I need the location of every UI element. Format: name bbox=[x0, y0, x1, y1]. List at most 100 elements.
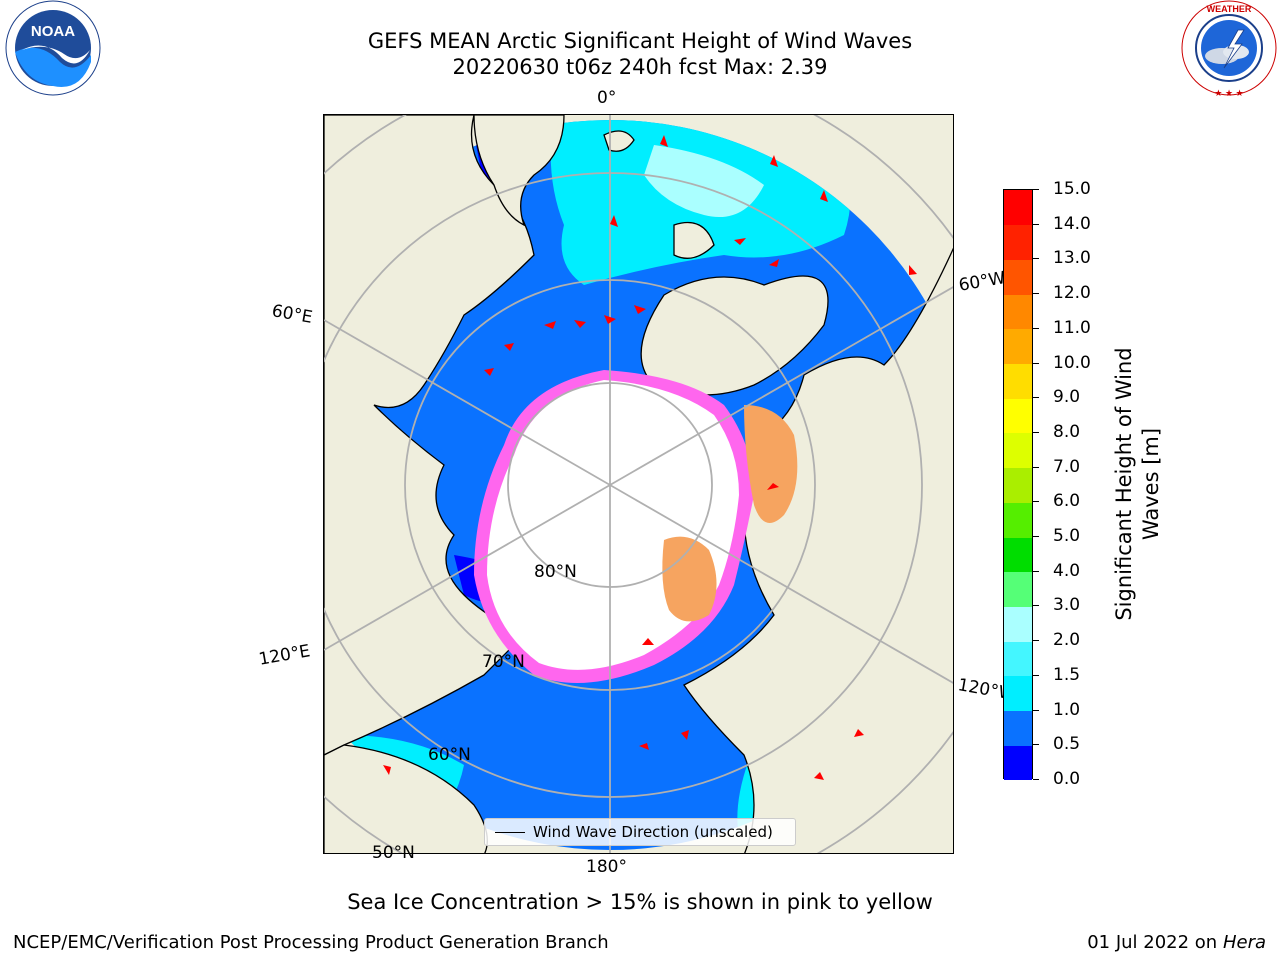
colorbar-tick-label: 7.0 bbox=[1053, 456, 1081, 477]
colorbar-tick-mark bbox=[1033, 327, 1039, 329]
label-meridian-0: 0° bbox=[597, 88, 617, 108]
direction-arrow bbox=[383, 765, 391, 775]
land-iceland bbox=[603, 130, 635, 152]
colorbar-title-line1: Significant Height of Wind bbox=[1112, 347, 1136, 621]
direction-arrow bbox=[681, 730, 689, 740]
colorbar-tick-mark bbox=[1033, 501, 1039, 503]
plot-title: GEFS MEAN Arctic Significant Height of W… bbox=[367, 29, 913, 53]
footer-date-text: 01 Jul 2022 on bbox=[1087, 932, 1223, 953]
colorbar-tick-mark bbox=[1033, 397, 1039, 399]
colorbar-segment bbox=[1004, 190, 1032, 226]
colorbar-tick-mark bbox=[1033, 431, 1039, 433]
colorbar-segment bbox=[1004, 432, 1032, 469]
noaa-logo-icon: NOAA bbox=[5, 0, 101, 96]
colorbar-tick-label: 15.0 bbox=[1053, 179, 1091, 199]
label-parallel-70n: 70°N bbox=[482, 652, 525, 672]
colorbar-tick-mark bbox=[1033, 258, 1039, 260]
direction-arrow bbox=[544, 321, 556, 329]
footer-credit: NCEP/EMC/Verification Post Processing Pr… bbox=[13, 932, 609, 953]
colorbar-tick-mark bbox=[1033, 570, 1039, 572]
colorbar-tick-label: 5.0 bbox=[1053, 526, 1081, 547]
direction-arrow bbox=[610, 215, 618, 227]
direction-arrow bbox=[639, 743, 649, 750]
colorbar-tick-label: 6.0 bbox=[1053, 491, 1081, 512]
footer-date: 01 Jul 2022 on Hera bbox=[1087, 932, 1266, 953]
direction-arrow bbox=[642, 638, 654, 645]
direction-arrow bbox=[909, 265, 917, 275]
direction-arrow bbox=[660, 135, 668, 147]
meridian-60w-120e bbox=[324, 286, 953, 651]
land-svalbard bbox=[673, 221, 715, 259]
colorbar-tick-label: 2.0 bbox=[1053, 630, 1081, 651]
direction-arrow bbox=[574, 320, 586, 328]
noaa-logo-text: NOAA bbox=[31, 23, 75, 40]
direction-arrow bbox=[854, 729, 864, 737]
colorbar-tick-mark bbox=[1033, 640, 1039, 642]
ice-high-conc-orange-archipelago bbox=[744, 405, 798, 523]
colorbar-title-line2: Waves [m] bbox=[1139, 427, 1163, 541]
colorbar-segment bbox=[1004, 294, 1032, 330]
colorbar-tick-mark bbox=[1033, 536, 1039, 538]
legend-label: Wind Wave Direction (unscaled) bbox=[533, 823, 773, 841]
colorbar-tick-mark bbox=[1033, 674, 1039, 676]
colorbar-segment bbox=[1004, 537, 1032, 573]
label-meridian-180: 180° bbox=[586, 857, 627, 877]
colorbar-segment bbox=[1004, 745, 1032, 781]
colorbar-tick-label: 1.5 bbox=[1053, 664, 1081, 685]
nws-logo-icon: WEATHER ★ ★ ★ bbox=[1181, 0, 1277, 98]
sea-ice-caption: Sea Ice Concentration > 15% is shown in … bbox=[347, 890, 933, 914]
land-masses bbox=[324, 115, 953, 853]
direction-arrow bbox=[604, 315, 616, 324]
colorbar-tick-mark bbox=[1033, 189, 1039, 190]
colorbar-tick-mark bbox=[1033, 223, 1039, 225]
colorbar-tick-mark bbox=[1033, 362, 1039, 364]
colorbar-segment bbox=[1004, 224, 1032, 260]
label-parallel-50n: 50°N bbox=[372, 843, 415, 863]
svg-text:★ ★ ★: ★ ★ ★ bbox=[1214, 88, 1243, 98]
colorbar-segment bbox=[1004, 502, 1032, 538]
map-panel: Wind Wave Direction (unscaled) bbox=[323, 114, 954, 854]
direction-arrow bbox=[767, 483, 779, 490]
direction-arrow bbox=[820, 190, 828, 202]
polar-map bbox=[324, 115, 953, 853]
direction-arrow bbox=[504, 343, 514, 351]
colorbar-tick-label: 1.0 bbox=[1053, 699, 1081, 720]
colorbar-tick-mark bbox=[1033, 605, 1039, 607]
colorbar-tick-label: 0.5 bbox=[1053, 734, 1081, 755]
colorbar-segment bbox=[1004, 675, 1032, 712]
colorbar-segment bbox=[1004, 467, 1032, 503]
graticule bbox=[324, 115, 953, 853]
colorbar bbox=[1003, 189, 1033, 781]
colorbar-tick-mark bbox=[1033, 744, 1039, 746]
colorbar-segment bbox=[1004, 363, 1032, 399]
meridian-60e-120w bbox=[324, 319, 953, 684]
ice-high-conc-orange bbox=[662, 536, 717, 622]
colorbar-tick-mark bbox=[1033, 466, 1039, 468]
plot-subtitle: 20220630 t06z 240h fcst Max: 2.39 bbox=[452, 55, 828, 79]
label-meridian-60e: 60°E bbox=[270, 301, 314, 328]
colorbar-tick-label: 14.0 bbox=[1053, 213, 1091, 234]
label-parallel-80n: 80°N bbox=[534, 562, 577, 582]
land-alaska-chukotka bbox=[324, 744, 488, 853]
colorbar-tick-mark bbox=[1033, 293, 1039, 295]
direction-arrow bbox=[770, 155, 778, 167]
colorbar-tick-label: 10.0 bbox=[1053, 352, 1091, 373]
colorbar-tick-label: 3.0 bbox=[1053, 595, 1081, 616]
label-meridian-120e: 120°E bbox=[257, 641, 312, 670]
direction-arrow bbox=[734, 238, 746, 245]
wave-direction-arrows bbox=[383, 135, 917, 780]
legend-line-sample bbox=[495, 832, 525, 833]
colorbar-segment bbox=[1004, 710, 1032, 746]
svg-text:WEATHER: WEATHER bbox=[1207, 4, 1252, 14]
label-parallel-60n: 60°N bbox=[428, 745, 471, 765]
direction-arrow bbox=[814, 772, 824, 780]
sea-ice bbox=[474, 370, 798, 683]
colorbar-segment bbox=[1004, 641, 1032, 677]
land-scandinavia bbox=[473, 115, 565, 227]
colorbar-segment bbox=[1004, 328, 1032, 365]
colorbar-tick-label: 4.0 bbox=[1053, 560, 1081, 581]
direction-arrow bbox=[484, 368, 494, 376]
footer-host: Hera bbox=[1222, 932, 1266, 953]
colorbar-segment bbox=[1004, 259, 1032, 295]
colorbar-tick-label: 9.0 bbox=[1053, 387, 1081, 408]
